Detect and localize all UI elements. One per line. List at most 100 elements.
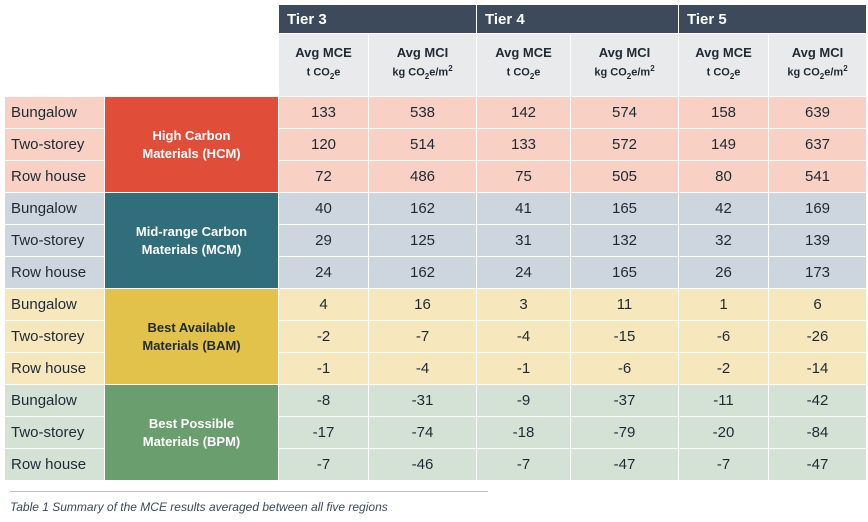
metric-header: Avg MCE t CO2e bbox=[476, 33, 571, 97]
value-cell: -7 bbox=[678, 448, 769, 481]
value-cell: 24 bbox=[476, 256, 571, 289]
value-cell: -1 bbox=[476, 352, 571, 385]
value-cell: -2 bbox=[678, 352, 769, 385]
building-type-cell: Row house bbox=[4, 448, 105, 481]
metric-unit: t CO2e bbox=[306, 66, 341, 81]
metric-name: Avg MCI bbox=[396, 45, 449, 61]
category-label-line: Materials (HCM) bbox=[142, 145, 241, 161]
metric-name: Avg MCI bbox=[791, 45, 844, 61]
metric-name: Avg MCE bbox=[695, 45, 752, 61]
value-cell: -79 bbox=[570, 416, 679, 449]
value-cell: -26 bbox=[768, 320, 867, 353]
value-cell: 158 bbox=[678, 96, 769, 129]
metric-header: Avg MCI kg CO2e/m2 bbox=[768, 33, 867, 97]
value-cell: -6 bbox=[570, 352, 679, 385]
value-cell: -74 bbox=[368, 416, 477, 449]
value-cell: -1 bbox=[278, 352, 369, 385]
value-cell: -7 bbox=[476, 448, 571, 481]
value-cell: 514 bbox=[368, 128, 477, 161]
value-cell: 572 bbox=[570, 128, 679, 161]
value-cell: 149 bbox=[678, 128, 769, 161]
value-cell: 31 bbox=[476, 224, 571, 257]
value-cell: -18 bbox=[476, 416, 571, 449]
building-type-cell: Two-storey bbox=[4, 416, 105, 449]
metric-name: Avg MCI bbox=[598, 45, 651, 61]
category-label-line: Materials (BPM) bbox=[142, 433, 241, 449]
value-cell: 133 bbox=[278, 96, 369, 129]
tier-3-header: Tier 3 bbox=[278, 4, 477, 34]
building-type-cell: Row house bbox=[4, 256, 105, 289]
value-cell: 26 bbox=[678, 256, 769, 289]
value-cell: 538 bbox=[368, 96, 477, 129]
value-cell: -15 bbox=[570, 320, 679, 353]
value-cell: -20 bbox=[678, 416, 769, 449]
value-cell: 173 bbox=[768, 256, 867, 289]
value-cell: 142 bbox=[476, 96, 571, 129]
building-type-cell: Row house bbox=[4, 160, 105, 193]
value-cell: 1 bbox=[678, 288, 769, 321]
material-category-cell: Best Available Materials (BAM) bbox=[104, 288, 279, 385]
value-cell: 4 bbox=[278, 288, 369, 321]
building-type-cell: Bungalow bbox=[4, 96, 105, 129]
value-cell: 574 bbox=[570, 96, 679, 129]
tier-4-header: Tier 4 bbox=[476, 4, 679, 34]
value-cell: 3 bbox=[476, 288, 571, 321]
category-label-line: Best Available bbox=[147, 319, 236, 335]
metric-unit: t CO2e bbox=[506, 66, 541, 81]
value-cell: -9 bbox=[476, 384, 571, 417]
metric-unit: kg CO2e/m2 bbox=[594, 64, 655, 81]
table-caption: Table 1 Summary of the MCE results avera… bbox=[10, 500, 388, 514]
value-cell: 169 bbox=[768, 192, 867, 225]
value-cell: 72 bbox=[278, 160, 369, 193]
value-cell: -7 bbox=[368, 320, 477, 353]
value-cell: 541 bbox=[768, 160, 867, 193]
category-label-line: Materials (MCM) bbox=[141, 241, 242, 257]
table-row: Two-storey 120 514 133 572 149 637 bbox=[4, 128, 867, 161]
category-label-line: Materials (BAM) bbox=[142, 337, 241, 353]
value-cell: 637 bbox=[768, 128, 867, 161]
table-row: Row house 24 162 24 165 26 173 bbox=[4, 256, 867, 289]
material-category-cell: High Carbon Materials (HCM) bbox=[104, 96, 279, 193]
building-type-cell: Bungalow bbox=[4, 288, 105, 321]
value-cell: 125 bbox=[368, 224, 477, 257]
tier-header-row: Tier 3 Tier 4 Tier 5 bbox=[4, 4, 867, 34]
value-cell: 80 bbox=[678, 160, 769, 193]
value-cell: 133 bbox=[476, 128, 571, 161]
header-spacer bbox=[4, 4, 279, 34]
value-cell: 40 bbox=[278, 192, 369, 225]
caption-divider bbox=[10, 491, 488, 492]
value-cell: 132 bbox=[570, 224, 679, 257]
value-cell: 29 bbox=[278, 224, 369, 257]
header-spacer bbox=[4, 33, 279, 97]
value-cell: -31 bbox=[368, 384, 477, 417]
metric-header: Avg MCE t CO2e bbox=[278, 33, 369, 97]
building-type-cell: Row house bbox=[4, 352, 105, 385]
building-type-cell: Two-storey bbox=[4, 224, 105, 257]
metric-unit: t CO2e bbox=[706, 66, 741, 81]
category-label-line: Mid-range Carbon bbox=[135, 223, 248, 239]
value-cell: -84 bbox=[768, 416, 867, 449]
metric-name: Avg MCE bbox=[495, 45, 552, 61]
metric-header-row: Avg MCE t CO2e Avg MCI kg CO2e/m2 Avg MCE t C… bbox=[4, 33, 867, 97]
value-cell: -4 bbox=[476, 320, 571, 353]
value-cell: 120 bbox=[278, 128, 369, 161]
value-cell: -46 bbox=[368, 448, 477, 481]
value-cell: 24 bbox=[278, 256, 369, 289]
value-cell: 32 bbox=[678, 224, 769, 257]
value-cell: 165 bbox=[570, 192, 679, 225]
metric-unit: kg CO2e/m2 bbox=[787, 64, 848, 81]
value-cell: 639 bbox=[768, 96, 867, 129]
value-cell: 139 bbox=[768, 224, 867, 257]
table-row: Bungalow Best Available Materials (BAM) 4 16… bbox=[4, 288, 867, 385]
value-cell: 42 bbox=[678, 192, 769, 225]
value-cell: -17 bbox=[278, 416, 369, 449]
value-cell: -11 bbox=[678, 384, 769, 417]
mce-summary-table: Tier 3 Tier 4 Tier 5 Avg MCE t CO2e Avg MC… bbox=[4, 4, 867, 481]
building-type-cell: Bungalow bbox=[4, 192, 105, 225]
metric-header: Avg MCI kg CO2e/m2 bbox=[368, 33, 477, 97]
material-category-cell: Best Possible Materials (BPM) bbox=[104, 384, 279, 481]
building-type-cell: Two-storey bbox=[4, 128, 105, 161]
value-cell: 162 bbox=[368, 192, 477, 225]
category-label-line: Best Possible bbox=[148, 415, 235, 431]
value-cell: -4 bbox=[368, 352, 477, 385]
